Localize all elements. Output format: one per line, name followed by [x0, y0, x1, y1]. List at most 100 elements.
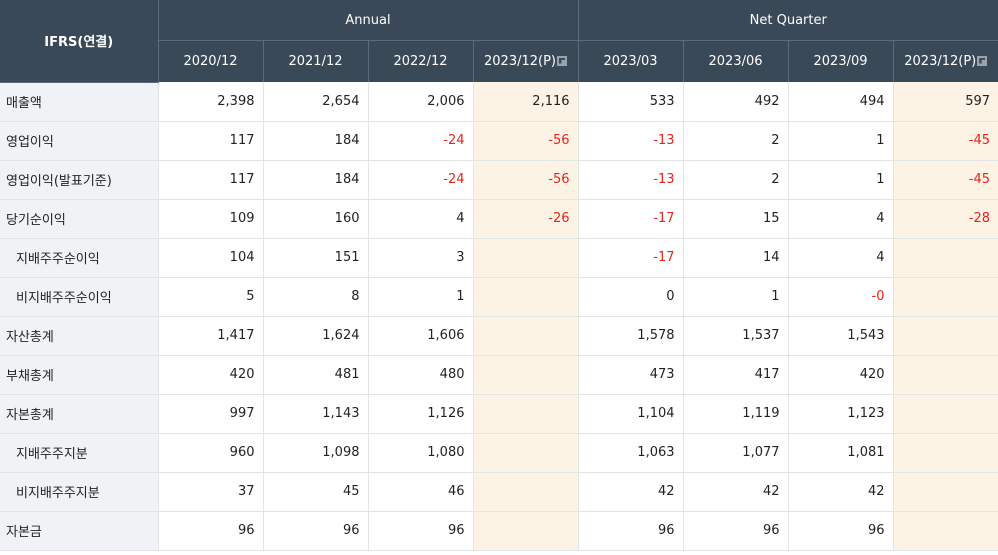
- table-cell: 1,126: [368, 394, 474, 434]
- table-cell: 96: [788, 511, 894, 551]
- table-cell: 8: [263, 277, 369, 317]
- table-cell: 2,006: [368, 82, 474, 122]
- table-row: 영업이익(발표기준) 117 184 -24 -56 -13 2 1 -45: [0, 160, 998, 200]
- table-cell: 420: [158, 355, 264, 395]
- estimate-info-icon[interactable]: [557, 55, 567, 66]
- table-cell: 5: [158, 277, 264, 317]
- table-cell: -17: [578, 199, 684, 239]
- table-cell: 1,123: [788, 394, 894, 434]
- row-label: 비지배주주순이익: [0, 277, 159, 317]
- table-cell: 1,104: [578, 394, 684, 434]
- table-cell: [473, 316, 579, 356]
- table-row: 영업이익 117 184 -24 -56 -13 2 1 -45: [0, 121, 998, 161]
- table-cell: 1,578: [578, 316, 684, 356]
- table-cell: -13: [578, 160, 684, 200]
- table-cell: 1,098: [263, 433, 369, 473]
- table-cell: 1,119: [683, 394, 789, 434]
- table-cell: 42: [788, 472, 894, 512]
- table-cell: 3: [368, 238, 474, 278]
- table-cell: 2,398: [158, 82, 264, 122]
- table-cell: 960: [158, 433, 264, 473]
- table-cell: [473, 394, 579, 434]
- table-cell: 184: [263, 160, 369, 200]
- table-cell: [473, 277, 579, 317]
- table-cell: 997: [158, 394, 264, 434]
- table-cell: 533: [578, 82, 684, 122]
- table-cell: 1: [788, 160, 894, 200]
- table-cell: 1,063: [578, 433, 684, 473]
- table-cell: 1,624: [263, 316, 369, 356]
- period-header: 2023/12(P): [473, 40, 579, 82]
- table-cell: 45: [263, 472, 369, 512]
- table-cell: 0: [578, 277, 684, 317]
- period-header: 2023/03: [578, 40, 684, 82]
- table-cell: 4: [368, 199, 474, 239]
- table-cell: 1,606: [368, 316, 474, 356]
- table-cell: 1: [683, 277, 789, 317]
- table-cell: -13: [578, 121, 684, 161]
- table-row: 비지배주주순이익 5 8 1 0 1 -0: [0, 277, 998, 317]
- period-header: 2020/12: [158, 40, 264, 82]
- table-cell: [893, 238, 998, 278]
- table-cell: [473, 472, 579, 512]
- period-header: 2023/06: [683, 40, 789, 82]
- table-cell: -24: [368, 121, 474, 161]
- table-cell: 4: [788, 238, 894, 278]
- row-label: 자산총계: [0, 316, 159, 356]
- period-label: 2023/09: [813, 54, 868, 69]
- table-cell: [893, 472, 998, 512]
- table-corner-header: IFRS(연결): [0, 0, 159, 83]
- table-cell: 117: [158, 121, 264, 161]
- table-cell: 14: [683, 238, 789, 278]
- table-cell: 42: [578, 472, 684, 512]
- table-cell: 109: [158, 199, 264, 239]
- table-cell: [893, 316, 998, 356]
- row-label: 비지배주주지분: [0, 472, 159, 512]
- table-cell: 1,537: [683, 316, 789, 356]
- table-cell: 1,077: [683, 433, 789, 473]
- table-cell: 104: [158, 238, 264, 278]
- row-label: 부채총계: [0, 355, 159, 395]
- table-cell: 42: [683, 472, 789, 512]
- table-cell: -56: [473, 160, 579, 200]
- table-cell: [893, 394, 998, 434]
- table-cell: 473: [578, 355, 684, 395]
- period-label: 2021/12: [288, 54, 343, 69]
- row-label: 당기순이익: [0, 199, 159, 239]
- row-label: 영업이익: [0, 121, 159, 161]
- net-quarter-group-header: Net Quarter: [578, 0, 998, 41]
- row-label: 자본총계: [0, 394, 159, 434]
- table-cell: 96: [263, 511, 369, 551]
- row-label: 지배주주지분: [0, 433, 159, 473]
- period-label: 2023/12(P): [484, 54, 556, 69]
- period-label: 2023/03: [603, 54, 658, 69]
- table-cell: [893, 355, 998, 395]
- table-cell: -28: [893, 199, 998, 239]
- table-cell: 37: [158, 472, 264, 512]
- table-cell: 420: [788, 355, 894, 395]
- period-label: 2023/12(P): [904, 54, 977, 69]
- annual-group-header: Annual: [158, 0, 579, 41]
- estimate-info-icon[interactable]: [977, 55, 988, 66]
- table-cell: -17: [578, 238, 684, 278]
- table-cell: -26: [473, 199, 579, 239]
- row-label: 지배주주순이익: [0, 238, 159, 278]
- table-cell: [473, 511, 579, 551]
- table-cell: 1,417: [158, 316, 264, 356]
- table-cell: 151: [263, 238, 369, 278]
- table-cell: 481: [263, 355, 369, 395]
- table-cell: 96: [578, 511, 684, 551]
- period-label: 2023/06: [708, 54, 763, 69]
- table-cell: 1,543: [788, 316, 894, 356]
- period-label: 2022/12: [393, 54, 448, 69]
- table-cell: 492: [683, 82, 789, 122]
- row-label: 자본금: [0, 511, 159, 551]
- table-cell: 417: [683, 355, 789, 395]
- table-cell: 480: [368, 355, 474, 395]
- table-cell: [473, 238, 579, 278]
- table-row: 지배주주순이익 104 151 3 -17 14 4: [0, 238, 998, 278]
- table-cell: 597: [893, 82, 998, 122]
- table-cell: 96: [368, 511, 474, 551]
- table-cell: [893, 433, 998, 473]
- table-cell: 2,654: [263, 82, 369, 122]
